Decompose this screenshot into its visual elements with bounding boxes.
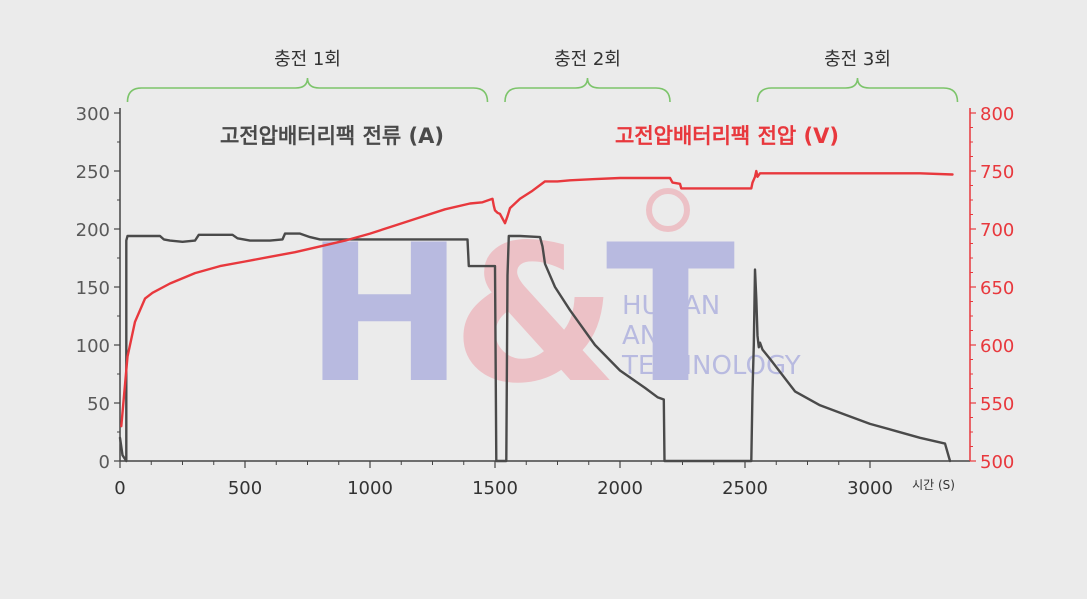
left-tick-label: 50 [87,394,110,415]
voltage-series-line [120,169,954,428]
x-tick-label: 2500 [722,478,768,499]
charge-brace [504,77,671,103]
x-tick-label: 500 [228,478,262,499]
charge-brace [756,77,959,103]
x-tick-label: 1000 [347,478,393,499]
right-tick-label: 750 [980,162,1014,183]
right-tick-label: 700 [980,220,1014,241]
right-tick-label: 500 [980,452,1014,473]
left-tick-label: 100 [76,336,110,357]
series-layer [118,169,954,463]
watermark-line-human: HUMAN [622,291,720,321]
charge-label: 충전 3회 [824,49,891,70]
current-series-label: 고전압배터리팩 전류 (A) [220,124,444,148]
left-tick-label: 250 [76,162,110,183]
x-tick-label: 2000 [597,478,643,499]
labels-layer: 고전압배터리팩 전류 (A) 고전압배터리팩 전압 (V) [220,124,839,148]
annotations-layer: 충전 1회 충전 2회 충전 3회 [126,49,959,103]
watermark-line-and: AND [622,321,679,351]
x-tick-label: 1500 [472,478,518,499]
voltage-series-label: 고전압배터리팩 전압 (V) [615,124,839,148]
watermark-logo-text: H&T [305,204,735,425]
left-tick-label: 0 [99,452,110,473]
x-axis-label: 시간 (S) [912,478,955,492]
left-tick-label: 150 [76,278,110,299]
x-tick-label: 3000 [847,478,893,499]
charge-brace [126,77,489,103]
current-series-line [118,232,952,463]
watermark-line-technology: TECHNOLOGY [621,351,801,381]
right-tick-label: 800 [980,104,1014,125]
charge-label: 충전 1회 [274,49,341,70]
watermark-ring-icon [646,188,690,232]
right-tick-label: 600 [980,336,1014,357]
right-tick-label: 550 [980,394,1014,415]
left-tick-label: 300 [76,104,110,125]
left-tick-label: 200 [76,220,110,241]
charge-label: 충전 2회 [554,49,621,70]
hnt-watermark-logo: H&T HUMAN AND TECHNOLOGY [305,188,801,425]
x-tick-label: 0 [114,478,125,499]
axes: 0 50 100 150 200 250 300 500 550 600 650 700 750 800 0… [76,104,1015,499]
right-tick-label: 650 [980,278,1014,299]
